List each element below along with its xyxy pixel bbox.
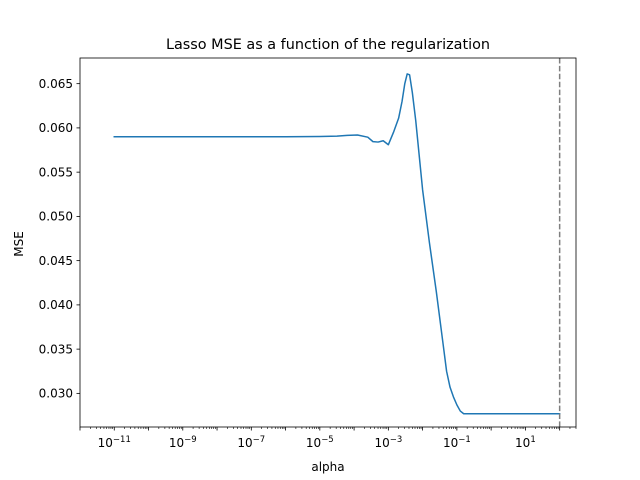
y-tick-label: 0.035 — [39, 342, 73, 356]
x-tick-label: 10−9 — [169, 435, 197, 450]
y-tick-label: 0.065 — [39, 77, 73, 91]
x-tick-label: 10−5 — [306, 435, 334, 450]
plot-area — [79, 57, 577, 428]
y-tick-label: 0.060 — [39, 121, 73, 135]
x-tick-label: 10−1 — [443, 435, 471, 450]
x-axis-label: alpha — [311, 460, 344, 474]
y-tick-label: 0.045 — [39, 254, 73, 268]
axes-frame — [79, 57, 577, 428]
x-tick-label: 10−7 — [237, 435, 265, 450]
x-tick-label: 10−11 — [98, 435, 131, 450]
y-tick-label: 0.050 — [39, 210, 73, 224]
x-axis-ticks: 10−11 10−9 10−7 10−5 10−3 10−1 101 — [79, 427, 577, 450]
x-tick-label: 10−3 — [374, 435, 402, 450]
y-tick-label: 0.055 — [39, 165, 73, 179]
y-tick-label: 0.030 — [39, 387, 73, 401]
y-axis-ticks: 0.030 0.035 0.040 0.045 0.050 0.055 0.060 0.065 — [39, 77, 80, 401]
chart-title: Lasso MSE as a function of the regulariz… — [166, 37, 490, 53]
x-tick-label: 101 — [515, 435, 536, 450]
series-line-0 — [113, 73, 561, 415]
y-tick-label: 0.040 — [39, 298, 73, 312]
y-axis-label: MSE — [12, 231, 26, 257]
